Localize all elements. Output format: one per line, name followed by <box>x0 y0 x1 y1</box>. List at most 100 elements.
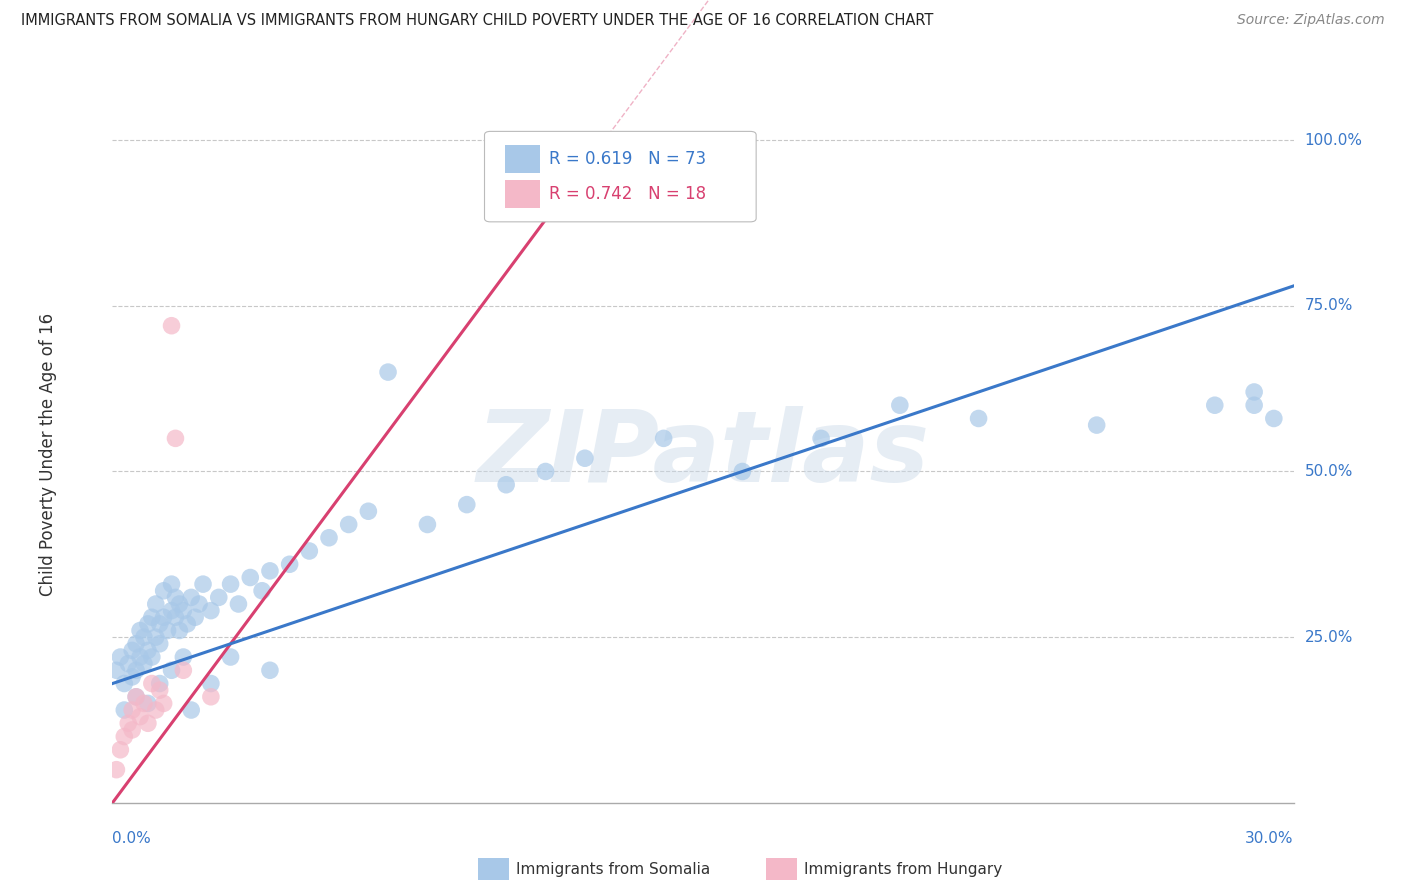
Point <box>165 431 187 445</box>
Point <box>1085 418 1108 433</box>
Bar <box>505 145 540 173</box>
Point <box>889 398 911 412</box>
Text: 100.0%: 100.0% <box>1305 133 1362 148</box>
Point <box>121 723 143 737</box>
Point <box>534 465 557 479</box>
Point <box>121 670 143 684</box>
Point <box>112 703 135 717</box>
Point <box>200 604 222 618</box>
Point <box>1263 411 1285 425</box>
Point <box>145 597 167 611</box>
Point <box>239 570 262 584</box>
Point <box>188 597 211 611</box>
FancyBboxPatch shape <box>485 131 756 222</box>
Point <box>200 676 222 690</box>
Point <box>125 690 148 704</box>
Point <box>110 650 132 665</box>
Point <box>121 703 143 717</box>
Point <box>152 610 174 624</box>
Point <box>165 610 187 624</box>
Point <box>145 703 167 717</box>
Point <box>337 517 360 532</box>
Point <box>117 716 139 731</box>
Point <box>160 663 183 677</box>
Point <box>259 564 281 578</box>
Point <box>136 716 159 731</box>
Point <box>141 650 163 665</box>
Point <box>172 604 194 618</box>
Point <box>125 637 148 651</box>
Point <box>228 597 250 611</box>
Point <box>136 697 159 711</box>
Point <box>416 517 439 532</box>
Point <box>219 650 242 665</box>
Point <box>132 697 155 711</box>
Point <box>125 690 148 704</box>
Point <box>149 616 172 631</box>
Point <box>495 477 517 491</box>
Point <box>160 604 183 618</box>
Point <box>967 411 990 425</box>
Point <box>169 624 191 638</box>
Point <box>298 544 321 558</box>
Point <box>132 657 155 671</box>
Point <box>132 630 155 644</box>
Text: IMMIGRANTS FROM SOMALIA VS IMMIGRANTS FROM HUNGARY CHILD POVERTY UNDER THE AGE O: IMMIGRANTS FROM SOMALIA VS IMMIGRANTS FR… <box>21 13 934 29</box>
Point <box>169 597 191 611</box>
Point <box>1243 398 1265 412</box>
Text: Immigrants from Somalia: Immigrants from Somalia <box>516 863 710 877</box>
Point <box>112 676 135 690</box>
Point <box>110 743 132 757</box>
Point <box>156 624 179 638</box>
Text: Child Poverty Under the Age of 16: Child Poverty Under the Age of 16 <box>38 313 56 597</box>
Point <box>1243 384 1265 399</box>
Text: R = 0.619   N = 73: R = 0.619 N = 73 <box>550 150 707 169</box>
Point <box>176 616 198 631</box>
Point <box>180 591 202 605</box>
Point <box>149 637 172 651</box>
Point <box>184 610 207 624</box>
Point <box>172 650 194 665</box>
Point <box>377 365 399 379</box>
Point <box>141 610 163 624</box>
Point <box>191 577 214 591</box>
Text: Immigrants from Hungary: Immigrants from Hungary <box>804 863 1002 877</box>
Point <box>200 690 222 704</box>
Text: 75.0%: 75.0% <box>1305 298 1353 313</box>
Text: 25.0%: 25.0% <box>1305 630 1353 645</box>
Point <box>129 650 152 665</box>
Text: 50.0%: 50.0% <box>1305 464 1353 479</box>
Point <box>145 630 167 644</box>
Point <box>105 763 128 777</box>
Point <box>357 504 380 518</box>
Point <box>112 730 135 744</box>
Point <box>117 657 139 671</box>
Point <box>810 431 832 445</box>
Point <box>105 663 128 677</box>
Point <box>129 709 152 723</box>
Point <box>136 643 159 657</box>
Point <box>125 663 148 677</box>
Bar <box>505 180 540 208</box>
Point <box>456 498 478 512</box>
Point <box>259 663 281 677</box>
Point <box>160 577 183 591</box>
Text: Source: ZipAtlas.com: Source: ZipAtlas.com <box>1237 13 1385 28</box>
Text: ZIPatlas: ZIPatlas <box>477 407 929 503</box>
Point <box>165 591 187 605</box>
Point <box>152 697 174 711</box>
Point <box>180 703 202 717</box>
Point <box>136 616 159 631</box>
Point <box>172 663 194 677</box>
Point <box>278 558 301 572</box>
Point <box>1204 398 1226 412</box>
Point <box>731 465 754 479</box>
Point <box>121 643 143 657</box>
Point <box>141 676 163 690</box>
Point <box>250 583 273 598</box>
Point <box>149 683 172 698</box>
Point <box>318 531 340 545</box>
Point <box>160 318 183 333</box>
Text: 30.0%: 30.0% <box>1246 830 1294 846</box>
Point <box>652 431 675 445</box>
